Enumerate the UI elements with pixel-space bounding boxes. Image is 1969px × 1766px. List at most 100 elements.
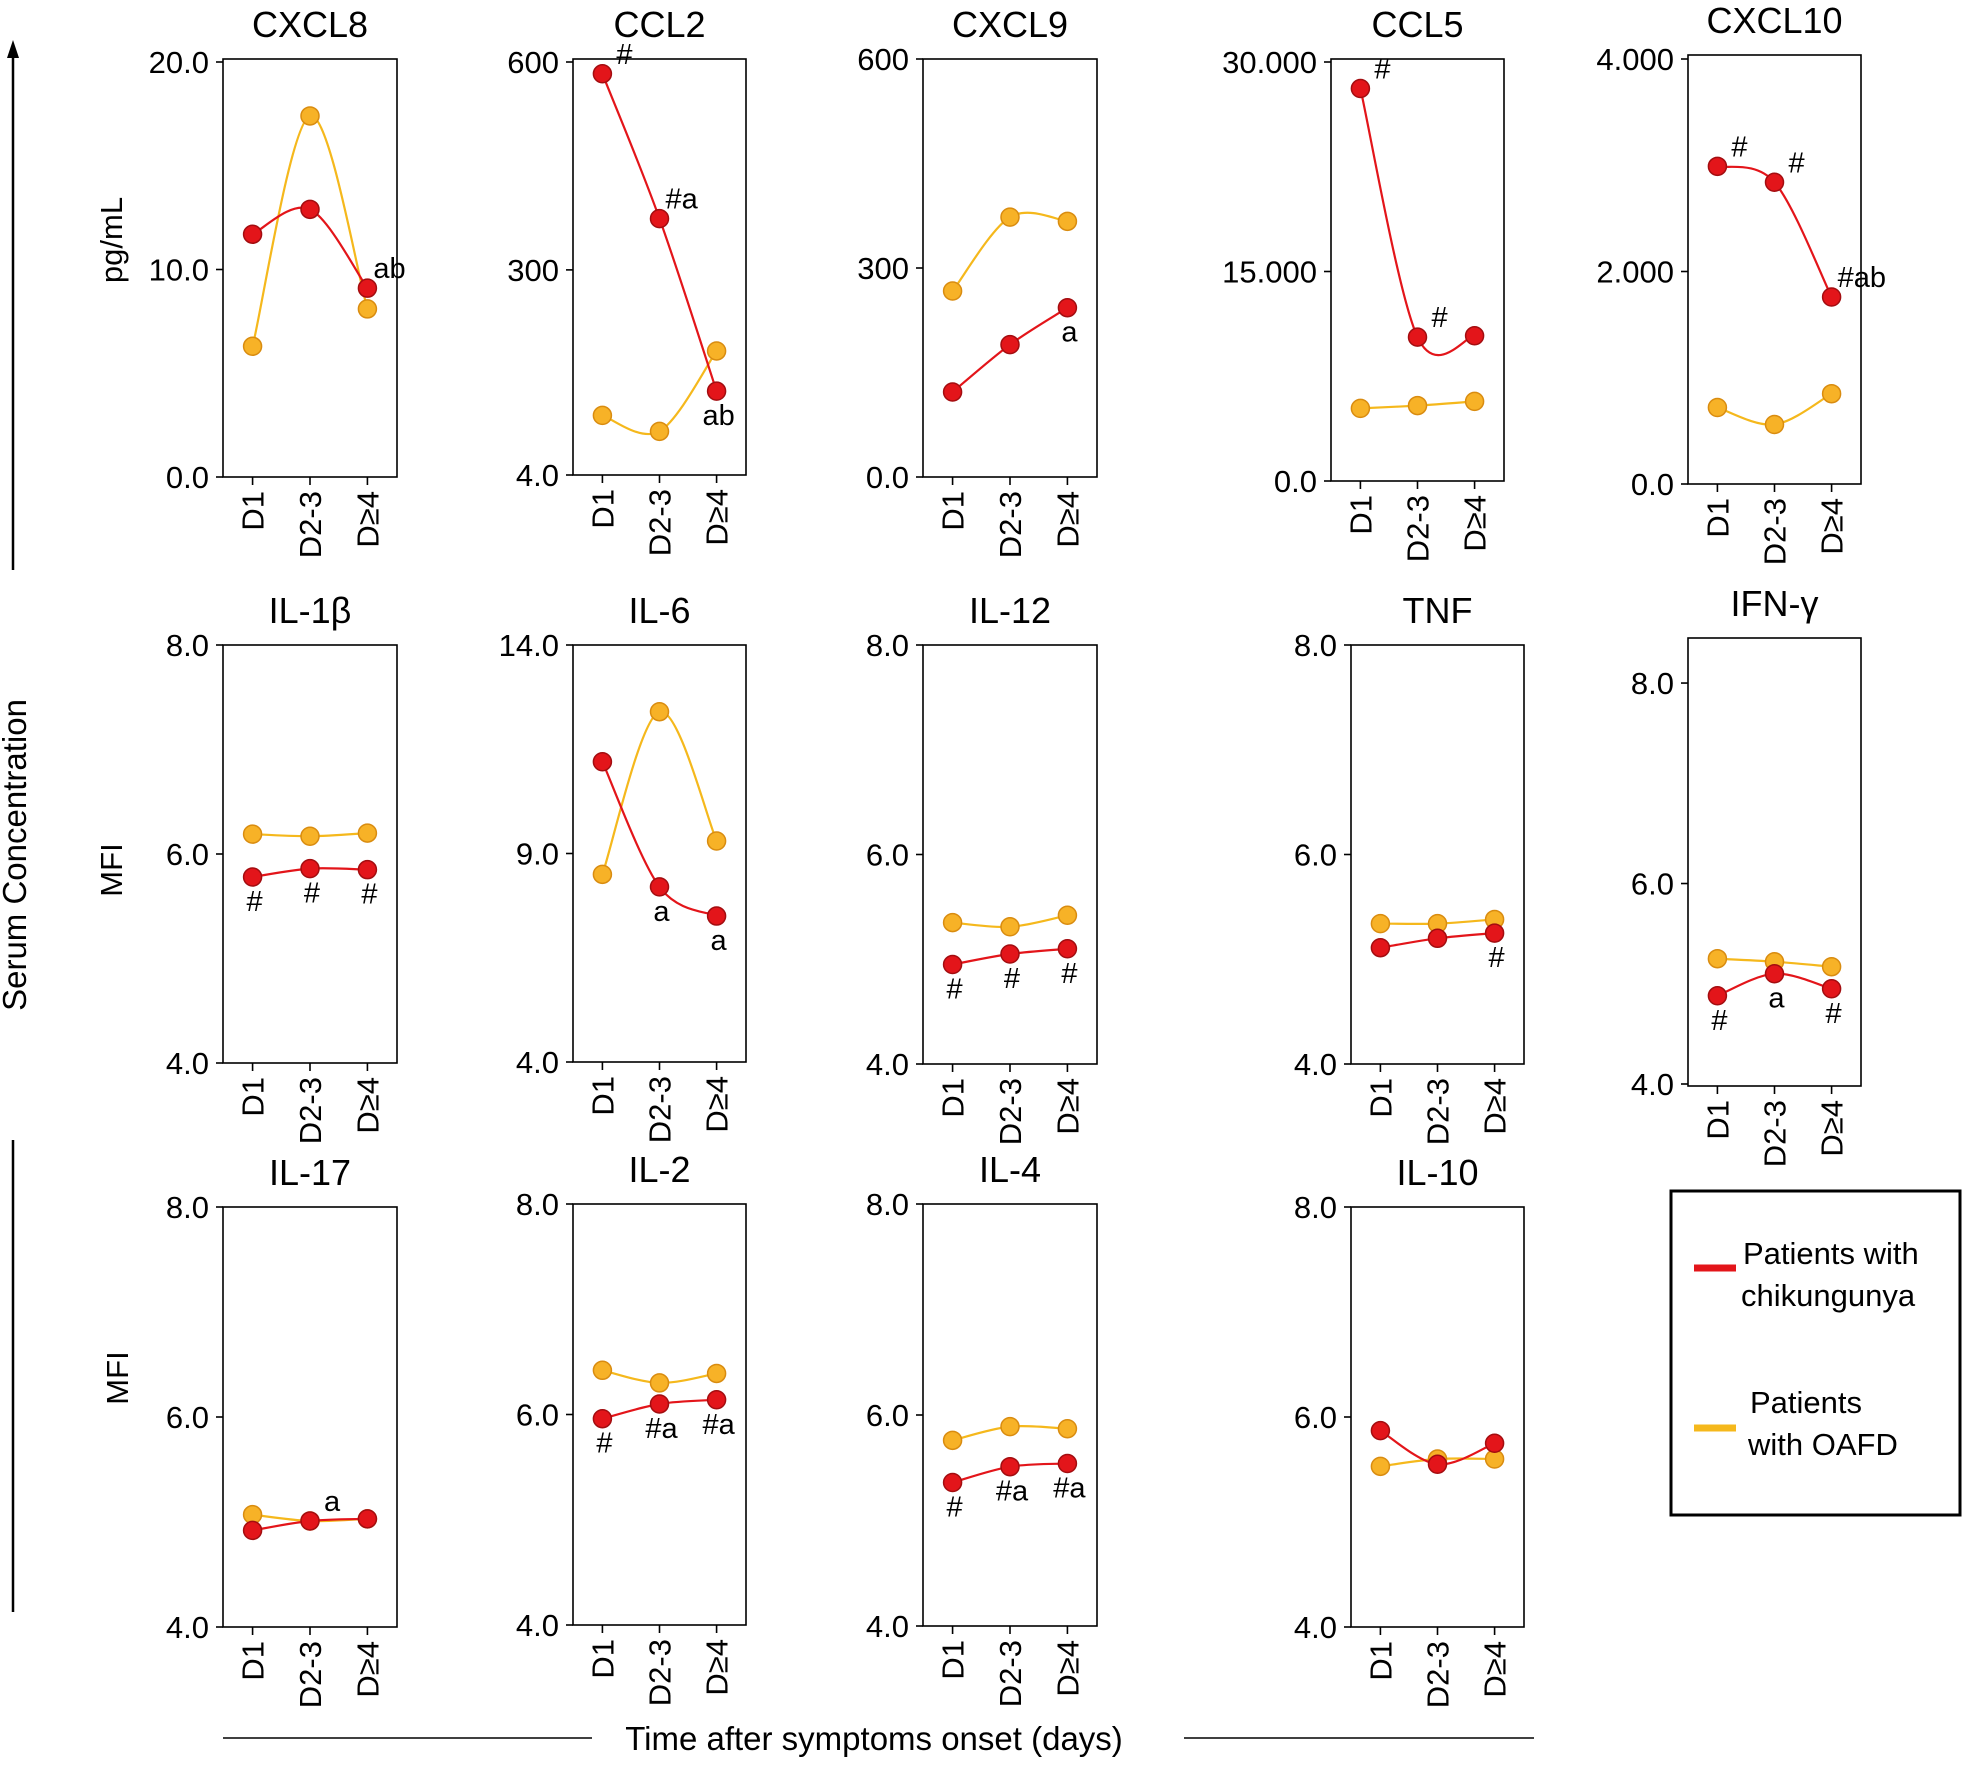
y-tick-label: 4.0 bbox=[866, 1609, 909, 1644]
y-tick-label: 20.0 bbox=[149, 45, 209, 80]
x-tick-label: D≥4 bbox=[1050, 1640, 1085, 1697]
unit-label-row1: pg/mL bbox=[94, 197, 129, 283]
point-oafd bbox=[1407, 395, 1428, 416]
x-tick-label: D≥4 bbox=[1050, 491, 1085, 548]
annotation: a bbox=[711, 925, 728, 957]
x-tick-label: D≥4 bbox=[700, 489, 735, 546]
x-tick-label: D1 bbox=[585, 1076, 620, 1116]
point-oafd bbox=[1707, 397, 1728, 418]
point-chikv bbox=[1707, 156, 1728, 177]
x-tick-label: D≥4 bbox=[1815, 498, 1850, 555]
annotation: # bbox=[1826, 998, 1842, 1030]
point-oafd bbox=[242, 336, 263, 357]
point-oafd bbox=[1370, 1456, 1391, 1477]
point-oafd bbox=[1821, 383, 1842, 404]
x-tick-label: D1 bbox=[936, 491, 971, 531]
x-tick-label: D≥4 bbox=[1815, 1100, 1850, 1157]
x-tick-label: D1 bbox=[236, 1077, 271, 1117]
point-chikv bbox=[1707, 986, 1728, 1006]
y-tick-label: 30.000 bbox=[1222, 45, 1317, 80]
x-tick-label: D2-3 bbox=[1758, 498, 1793, 565]
x-tick-label: D2-3 bbox=[643, 1076, 678, 1143]
point-chikv bbox=[1350, 78, 1371, 99]
point-chikv bbox=[300, 199, 320, 220]
x-tick-label: D2-3 bbox=[993, 491, 1028, 558]
x-tick-label: D2-3 bbox=[643, 489, 678, 556]
point-oafd bbox=[1057, 211, 1078, 232]
y-tick-label: 6.0 bbox=[516, 1398, 559, 1433]
point-oafd bbox=[300, 106, 320, 126]
point-chikv bbox=[942, 954, 963, 975]
x-tick-label: D≥4 bbox=[1478, 1078, 1513, 1135]
panel-title: CXCL9 bbox=[952, 4, 1068, 45]
y-tick-label: 600 bbox=[507, 45, 559, 80]
point-oafd bbox=[1000, 1416, 1020, 1437]
annotation: ab bbox=[373, 253, 405, 285]
point-chikv bbox=[942, 1472, 963, 1493]
point-chikv bbox=[592, 64, 613, 84]
y-tick-label: 4.0 bbox=[1294, 1610, 1337, 1645]
panel-cxcl8: CXCL8 0.0 10.0 20.0 D1 D2-3 D≥4 ab bbox=[149, 4, 406, 558]
y-tick-label: 4.0 bbox=[166, 1046, 209, 1081]
point-oafd bbox=[706, 1363, 727, 1384]
panel-frame bbox=[1330, 58, 1505, 482]
point-chikv bbox=[706, 906, 727, 926]
point-oafd bbox=[649, 421, 670, 442]
point-oafd bbox=[592, 1360, 613, 1381]
point-chikv bbox=[1057, 939, 1078, 959]
point-chikv bbox=[1000, 1456, 1020, 1477]
point-oafd bbox=[1000, 207, 1020, 227]
point-chikv bbox=[300, 858, 320, 879]
legend-label-oafd-line2: with OAFD bbox=[1747, 1427, 1898, 1462]
y-tick-label: 8.0 bbox=[166, 1190, 209, 1225]
x-tick-label: D2-3 bbox=[643, 1639, 678, 1706]
point-oafd bbox=[706, 341, 727, 361]
panel-title: CCL5 bbox=[1371, 4, 1463, 45]
annotation: # bbox=[1061, 958, 1077, 990]
y-tick-label: 8.0 bbox=[1294, 1190, 1337, 1225]
point-oafd bbox=[300, 826, 320, 846]
point-chikv bbox=[357, 859, 378, 880]
point-oafd bbox=[649, 1373, 670, 1393]
point-chikv bbox=[942, 382, 963, 402]
x-tick-label: D1 bbox=[585, 489, 620, 529]
annotation: ab bbox=[702, 400, 734, 432]
point-chikv bbox=[1000, 944, 1020, 964]
x-tick-label: D1 bbox=[936, 1640, 971, 1680]
point-oafd bbox=[1764, 414, 1785, 435]
y-arrow-head-icon bbox=[7, 40, 19, 58]
x-tick-label: D≥4 bbox=[700, 1639, 735, 1696]
series-line-oafd bbox=[601, 710, 718, 875]
point-chikv bbox=[1821, 287, 1842, 307]
y-tick-label: 0.0 bbox=[166, 460, 209, 495]
panel-frame bbox=[1350, 1206, 1525, 1628]
x-tick-label: D2-3 bbox=[1421, 1641, 1456, 1708]
y-tick-label: 8.0 bbox=[166, 628, 209, 663]
point-chikv bbox=[706, 1390, 727, 1410]
point-oafd bbox=[1057, 1418, 1078, 1439]
y-tick-label: 300 bbox=[857, 251, 909, 286]
panel-title: IL-1β bbox=[269, 590, 352, 631]
point-chikv bbox=[242, 224, 263, 244]
y-tick-label: 4.0 bbox=[516, 1608, 559, 1643]
annotation: a bbox=[1768, 983, 1785, 1015]
y-tick-label: 0.0 bbox=[866, 460, 909, 495]
y-tick-label: 6.0 bbox=[1631, 867, 1674, 902]
x-tick-label: D2-3 bbox=[993, 1078, 1028, 1145]
y-tick-label: 10.0 bbox=[149, 253, 209, 288]
panel-il-10: IL-10 4.0 6.0 8.0 D1 D2-3 D≥4 bbox=[1294, 1152, 1525, 1708]
panel-il-2: IL-2 4.0 6.0 8.0 D1 D2-3 D≥4 # #a #a bbox=[516, 1149, 747, 1706]
point-oafd bbox=[592, 405, 613, 426]
y-tick-label: 4.0 bbox=[166, 1610, 209, 1645]
unit-label-row2: MFI bbox=[94, 843, 129, 896]
point-chikv bbox=[1000, 334, 1020, 355]
point-oafd bbox=[242, 824, 263, 844]
y-tick-label: 0.0 bbox=[1274, 464, 1317, 499]
panel-title: IL-12 bbox=[969, 590, 1051, 631]
annotation: # bbox=[361, 879, 377, 911]
point-chikv bbox=[1057, 1453, 1078, 1474]
point-chikv bbox=[706, 381, 727, 401]
panel-tnf: TNF 4.0 6.0 8.0 D1 D2-3 D≥4 # bbox=[1294, 590, 1525, 1145]
point-chikv bbox=[1370, 1420, 1391, 1441]
annotation: # bbox=[304, 878, 320, 910]
